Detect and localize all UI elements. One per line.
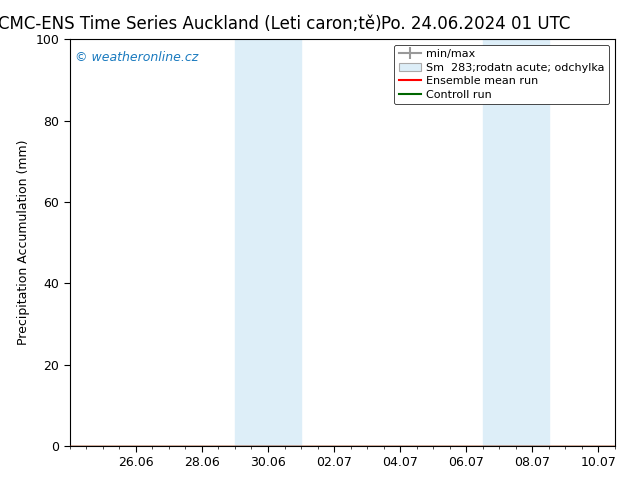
Y-axis label: Precipitation Accumulation (mm): Precipitation Accumulation (mm) — [17, 140, 30, 345]
Bar — [235, 39, 301, 446]
Text: © weatheronline.cz: © weatheronline.cz — [75, 51, 198, 64]
Bar — [483, 39, 549, 446]
Legend: min/max, Sm  283;rodatn acute; odchylka, Ensemble mean run, Controll run: min/max, Sm 283;rodatn acute; odchylka, … — [394, 45, 609, 104]
Text: Po. 24.06.2024 01 UTC: Po. 24.06.2024 01 UTC — [381, 15, 570, 33]
Text: CMC-ENS Time Series Auckland (Leti caron;tě): CMC-ENS Time Series Auckland (Leti caron… — [0, 15, 382, 33]
